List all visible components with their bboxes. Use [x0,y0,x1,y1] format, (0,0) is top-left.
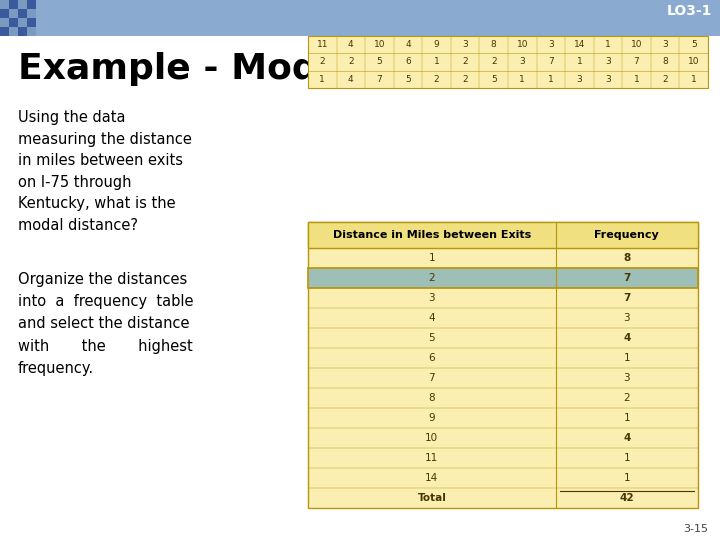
Bar [0,18,9,27]
Text: 3: 3 [462,40,468,49]
Text: 6: 6 [405,57,411,66]
Text: 4: 4 [623,433,631,443]
Bar [18,0,27,9]
Text: 1: 1 [577,57,582,66]
Bar [0,9,9,18]
Text: Total: Total [418,493,446,503]
Text: 1: 1 [634,75,639,84]
Text: Example - Mode: Example - Mode [18,52,342,86]
Text: 4: 4 [348,40,354,49]
Text: Distance in Miles between Exits: Distance in Miles between Exits [333,230,531,240]
Text: 4: 4 [623,333,631,343]
Text: 4: 4 [348,75,354,84]
Text: 7: 7 [548,57,554,66]
Text: 5: 5 [690,40,696,49]
Bar [308,222,698,248]
Text: 3: 3 [577,75,582,84]
Text: 3: 3 [624,373,630,383]
Text: 5: 5 [428,333,435,343]
Text: 2: 2 [320,57,325,66]
Text: 1: 1 [320,75,325,84]
Text: 2: 2 [348,57,354,66]
Text: 2: 2 [433,75,439,84]
Text: 1: 1 [519,75,525,84]
Text: 7: 7 [623,273,631,283]
Bar [27,27,36,36]
Text: 1: 1 [624,413,630,423]
Text: 3: 3 [624,313,630,323]
Text: 11: 11 [426,453,438,463]
Text: 9: 9 [428,413,435,423]
Text: 2: 2 [462,57,468,66]
Text: 1: 1 [690,75,696,84]
Text: LO3-1: LO3-1 [667,4,712,18]
Text: 10: 10 [631,40,642,49]
Text: 10: 10 [426,433,438,443]
Text: 2: 2 [624,393,630,403]
Text: 2: 2 [662,75,668,84]
Text: 42: 42 [619,493,634,503]
Bar [9,0,18,9]
Text: 1: 1 [548,75,554,84]
Text: 10: 10 [374,40,385,49]
Text: 7: 7 [623,293,631,303]
Text: 9: 9 [433,40,439,49]
Text: 10: 10 [688,57,699,66]
Text: 4: 4 [428,313,435,323]
Text: Organize the distances
into  a  frequency  table
and select the distance
with   : Organize the distances into a frequency … [18,272,194,376]
Text: 5: 5 [377,57,382,66]
Text: 2: 2 [428,273,435,283]
Text: 5: 5 [405,75,411,84]
Bar [27,0,36,9]
Text: 7: 7 [634,57,639,66]
Bar [308,36,708,88]
Text: 10: 10 [516,40,528,49]
Bar [9,27,18,36]
Bar [0,0,9,9]
Text: 2: 2 [491,57,497,66]
Text: 7: 7 [377,75,382,84]
Bar [0,0,720,36]
Text: 3: 3 [519,57,525,66]
Text: 3: 3 [605,57,611,66]
Bar [27,18,36,27]
Text: 14: 14 [574,40,585,49]
Bar [18,9,27,18]
Bar [308,222,698,508]
Text: 6: 6 [428,353,435,363]
Text: 11: 11 [317,40,328,49]
Text: 8: 8 [662,57,668,66]
Bar [18,27,27,36]
Text: 8: 8 [428,393,435,403]
Bar [9,9,18,18]
Text: 1: 1 [624,473,630,483]
Bar [27,9,36,18]
Bar [9,18,18,27]
Text: 1: 1 [433,57,439,66]
Bar [0,27,9,36]
Text: 4: 4 [405,40,411,49]
Text: 1: 1 [428,253,435,263]
Bar [18,18,27,27]
Bar [308,268,698,288]
Text: 1: 1 [624,353,630,363]
Text: 7: 7 [428,373,435,383]
Text: 3: 3 [662,40,668,49]
Text: 8: 8 [491,40,497,49]
Text: 5: 5 [491,75,497,84]
Text: Frequency: Frequency [595,230,660,240]
Text: 8: 8 [624,253,631,263]
Text: 1: 1 [605,40,611,49]
Text: 3: 3 [548,40,554,49]
Text: 14: 14 [426,473,438,483]
Text: 2: 2 [462,75,468,84]
Text: 3: 3 [605,75,611,84]
Text: 1: 1 [624,453,630,463]
Text: 3: 3 [428,293,435,303]
Text: 3-15: 3-15 [683,524,708,534]
Text: Using the data
measuring the distance
in miles between exits
on I-75 through
Ken: Using the data measuring the distance in… [18,110,192,233]
